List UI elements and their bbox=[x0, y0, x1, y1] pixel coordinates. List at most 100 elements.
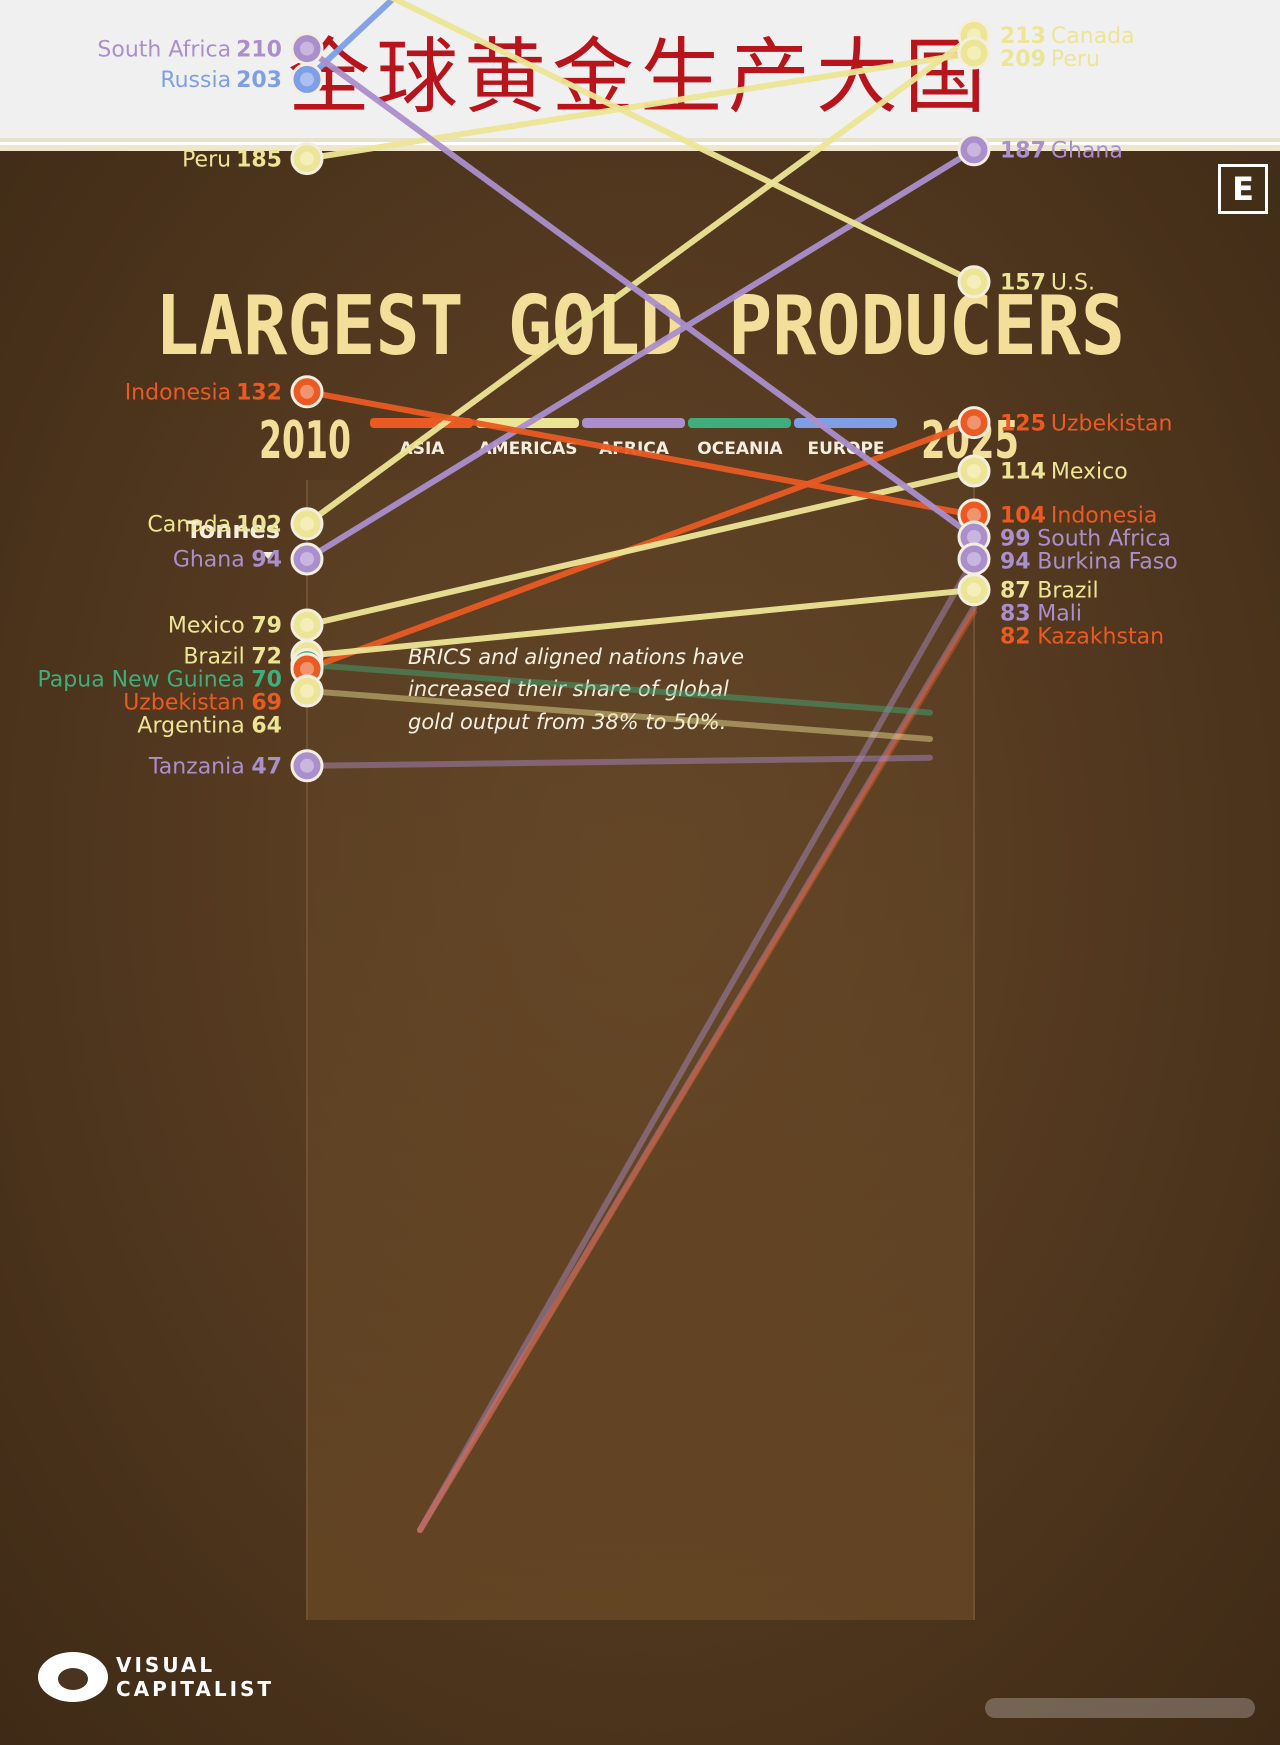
flag-icon-2025-south-africa-shine bbox=[967, 530, 981, 544]
flag-icon-2025-brazil bbox=[957, 573, 991, 607]
flag-icon-2025-u-s-shine bbox=[967, 274, 981, 289]
flag-icon-2025-burkina-faso-shine bbox=[967, 552, 981, 566]
start-value-argentina: 64 bbox=[251, 714, 282, 739]
slope-line-argentina bbox=[304, 688, 933, 742]
start-country-uzbekistan: Uzbekistan bbox=[123, 691, 245, 716]
annotation-line-3: gold output from 38% to 50%. bbox=[408, 710, 726, 734]
slope-line-u-s bbox=[389, 0, 977, 285]
unit-label: Tonnes bbox=[186, 516, 280, 544]
slope-line-canada bbox=[304, 32, 977, 527]
slope-lines bbox=[304, 0, 977, 1533]
flag-icon-2010-canada-shine bbox=[300, 516, 314, 531]
start-value-ghana: 94 bbox=[251, 548, 282, 573]
start-value-russia: 203 bbox=[236, 68, 282, 93]
flag-icon-2010-ghana-shine bbox=[300, 552, 314, 566]
end-value-uzbekistan: 125 bbox=[1000, 411, 1046, 436]
start-value-south-africa: 210 bbox=[236, 37, 282, 62]
visual-capitalist-logo: VISUAL CAPITALIST bbox=[38, 1652, 286, 1702]
slope-line-peru bbox=[304, 50, 977, 162]
slope-line-burkina-faso bbox=[417, 556, 977, 1533]
end-value-brazil: 87 bbox=[1000, 579, 1031, 604]
start-value-papua-new-guinea: 70 bbox=[251, 668, 282, 693]
flag-icon-2010-canada bbox=[290, 507, 324, 541]
plot-panel bbox=[307, 480, 974, 1620]
end-value-south-africa: 99 bbox=[1000, 527, 1031, 552]
flag-icon-2010-russia bbox=[290, 62, 324, 96]
start-country-russia: Russia bbox=[160, 68, 231, 93]
slope-line-mali bbox=[417, 604, 977, 1533]
start-country-tanzania: Tanzania bbox=[148, 755, 245, 780]
end-value-u-s: 157 bbox=[1000, 271, 1046, 296]
start-value-brazil: 72 bbox=[251, 645, 282, 670]
start-country-mexico: Mexico bbox=[168, 614, 245, 639]
slope-line-tanzania bbox=[304, 754, 933, 769]
end-value-mali: 83 bbox=[1000, 602, 1031, 627]
flag-icon-2025-ghana bbox=[957, 133, 991, 167]
logo-line-2: CAPITALIST bbox=[116, 1677, 275, 1701]
flag-icon-2010-peru bbox=[290, 142, 324, 176]
flag-icon-2025-peru bbox=[957, 36, 991, 70]
end-country-u-s: U.S. bbox=[1051, 271, 1095, 296]
slope-line-brazil bbox=[304, 586, 977, 659]
legend-swatch-africa bbox=[582, 418, 685, 428]
start-year-label: 2010 bbox=[259, 411, 351, 471]
legend-label-oceania: OCEANIA bbox=[697, 439, 783, 459]
start-country-peru: Peru bbox=[182, 147, 231, 172]
start-value-indonesia: 132 bbox=[236, 381, 282, 406]
annotation-line-2: increased their share of global bbox=[408, 677, 729, 701]
end-value-ghana: 187 bbox=[1000, 139, 1046, 164]
end-value-indonesia: 104 bbox=[1000, 504, 1046, 529]
end-labels: 384China345Russia293Australia213Canada20… bbox=[957, 18, 1178, 650]
end-country-peru: Peru bbox=[1051, 47, 1100, 72]
flag-icon-2025-ghana-shine bbox=[967, 142, 981, 157]
unit-caret-icon bbox=[262, 552, 274, 559]
start-country-south-africa: South Africa bbox=[97, 37, 231, 62]
flag-icon-2025-brazil-shine bbox=[967, 582, 981, 597]
logo-wordmark: VISUAL CAPITALIST bbox=[116, 1653, 286, 1701]
end-country-indonesia: Indonesia bbox=[1051, 504, 1157, 529]
end-country-mali: Mali bbox=[1037, 602, 1082, 627]
end-country-mexico: Mexico bbox=[1051, 460, 1128, 485]
end-value-kazakhstan: 82 bbox=[1000, 625, 1031, 650]
slope-line-kazakhstan bbox=[417, 608, 977, 1533]
end-value-canada: 213 bbox=[1000, 24, 1046, 49]
badge-letter: E bbox=[1232, 170, 1254, 208]
start-country-ghana: Ghana bbox=[173, 548, 245, 573]
start-country-argentina: Argentina bbox=[137, 714, 244, 739]
flag-icon-2010-tanzania-shine bbox=[300, 758, 314, 773]
legend-swatch-oceania bbox=[688, 418, 791, 428]
annotation-line-1: BRICS and aligned nations have bbox=[408, 645, 744, 669]
start-country-brazil: Brazil bbox=[183, 645, 244, 670]
publisher-badge: E bbox=[1218, 164, 1268, 214]
flag-icon-2025-indonesia-shine bbox=[967, 508, 981, 522]
flag-icon-2025-mexico-shine bbox=[967, 464, 981, 478]
flag-icon-2010-indonesia-shine bbox=[300, 384, 314, 399]
end-value-burkina-faso: 94 bbox=[1000, 550, 1031, 575]
start-value-mexico: 79 bbox=[251, 614, 282, 639]
flag-icon-2010-uzbekistan-shine bbox=[300, 662, 314, 676]
flag-icon-2010-argentina bbox=[290, 674, 324, 708]
slope-line-south-africa bbox=[304, 45, 977, 540]
slope-line-papua-new-guinea bbox=[304, 661, 933, 716]
start-value-canada: 102 bbox=[236, 513, 282, 538]
start-country-indonesia: Indonesia bbox=[125, 381, 231, 406]
slope-line-indonesia bbox=[304, 388, 977, 518]
end-country-canada: Canada bbox=[1051, 24, 1135, 49]
end-country-burkina-faso: Burkina Faso bbox=[1037, 550, 1177, 575]
end-country-south-africa: South Africa bbox=[1037, 527, 1171, 552]
end-country-brazil: Brazil bbox=[1037, 579, 1098, 604]
slope-line-ghana bbox=[304, 146, 977, 562]
logo-line-1: VISUAL bbox=[116, 1653, 216, 1677]
chart-annotation: BRICS and aligned nations have increased… bbox=[408, 645, 744, 734]
start-country-canada: Canada bbox=[147, 513, 231, 538]
flag-icon-2025-u-s bbox=[957, 265, 991, 299]
end-country-kazakhstan: Kazakhstan bbox=[1037, 625, 1164, 650]
legend-label-americas: AMERICAS bbox=[479, 439, 578, 459]
start-value-tanzania: 47 bbox=[251, 755, 282, 780]
flag-icon-2010-ghana bbox=[290, 542, 324, 576]
watermark bbox=[985, 1698, 1255, 1718]
end-country-ghana: Ghana bbox=[1051, 139, 1123, 164]
logo-mark-icon bbox=[38, 1652, 108, 1702]
start-country-papua-new-guinea: Papua New Guinea bbox=[38, 668, 245, 693]
